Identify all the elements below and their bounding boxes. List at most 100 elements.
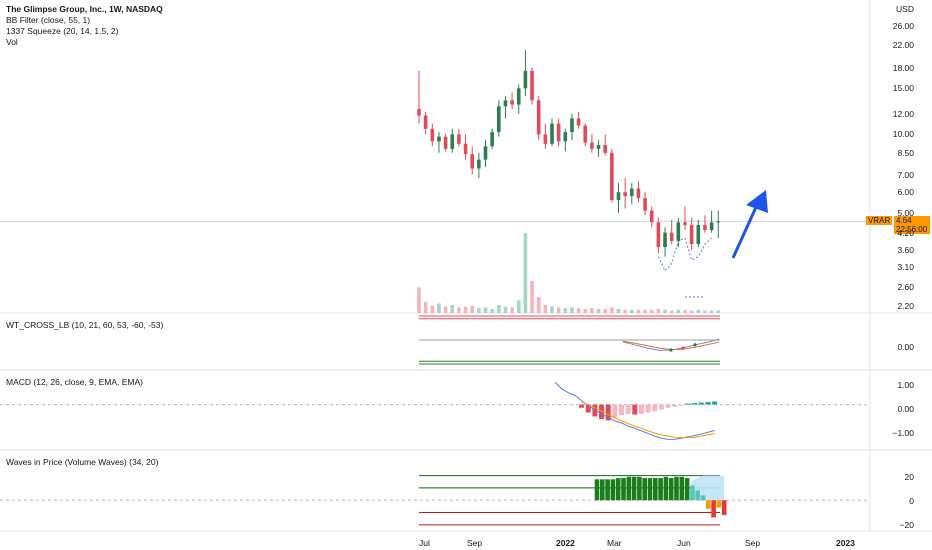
volume-bar <box>583 309 588 313</box>
candle-body <box>530 70 534 101</box>
waves-pane-label[interactable]: Waves in Price (Volume Waves) (34, 20) <box>6 457 159 467</box>
waves-bar <box>668 478 674 501</box>
macd-hist-bar <box>645 404 651 413</box>
candle-body <box>510 100 514 105</box>
macd-hist-bar <box>652 404 658 412</box>
macd-hist-bar <box>625 404 631 414</box>
waves-bar <box>621 478 626 501</box>
price-tick-label: 15.00 <box>892 83 914 94</box>
price-tick-label: 7.00 <box>897 169 914 180</box>
indicator-bb-filter[interactable]: BB Filter (close, 55, 1) <box>6 15 91 25</box>
currency-label: USD <box>896 4 914 14</box>
volume-bar <box>643 309 647 313</box>
macd-hist-bar <box>612 404 618 418</box>
waves-tick: 0 <box>909 496 914 506</box>
waves-bar <box>653 478 658 501</box>
x-tick-label: Mar <box>607 538 622 548</box>
volume-bar <box>483 307 488 313</box>
candle-body <box>523 70 528 89</box>
waves-bar <box>690 485 695 501</box>
candle-body <box>576 118 581 126</box>
last-price-tag: 4.64 <box>894 216 930 225</box>
volume-bar <box>709 310 714 313</box>
price-tick-label: 10.00 <box>892 129 914 140</box>
candle-body <box>703 224 707 231</box>
macd-hist-bar <box>685 403 691 405</box>
volume-bar <box>543 305 548 313</box>
waves-bar <box>637 476 642 501</box>
macd-hist-bar <box>599 404 605 420</box>
waves-bar <box>684 478 690 501</box>
volume-bar <box>610 307 614 313</box>
waves-bar <box>626 476 632 501</box>
macd-hist-bar <box>632 404 638 415</box>
volume-bar <box>536 297 541 313</box>
macd-hist-bar <box>698 402 704 405</box>
waves-bar <box>706 500 711 509</box>
waves-bar <box>605 479 610 501</box>
macd-hist-bar <box>658 404 664 410</box>
x-tick-label: Sep <box>467 538 483 548</box>
candle-body <box>450 134 455 149</box>
volume-bar <box>636 309 641 313</box>
volume-bar <box>563 308 568 313</box>
waves-bar <box>695 490 700 501</box>
candle-body <box>689 224 694 245</box>
macd-hist-bar <box>665 404 671 408</box>
candle-body <box>503 100 508 107</box>
candle-body <box>590 142 594 149</box>
price-tick-label: 5.00 <box>897 207 914 218</box>
candle-body <box>596 145 601 149</box>
waves-pane <box>0 475 870 526</box>
price-tick-label: 8.50 <box>897 147 914 158</box>
ticker-tag: VRAR <box>866 216 893 225</box>
candle-body <box>570 118 574 133</box>
volume-bar <box>703 310 707 313</box>
waves-bar <box>615 478 621 501</box>
price-tick-label: 2.60 <box>897 282 914 293</box>
candle-body <box>536 100 541 135</box>
candle-body <box>716 221 721 223</box>
volume-bar <box>523 233 528 313</box>
x-tick-label: 2023 <box>836 538 855 548</box>
countdown-tag: 22:56:00 <box>894 225 930 234</box>
macd-hist-bar <box>592 404 598 417</box>
volume-bar <box>457 307 461 313</box>
price-tick-label: 6.00 <box>897 187 914 198</box>
candle-body <box>630 188 634 197</box>
volume-bar <box>676 309 681 313</box>
macd-tick: −1.00 <box>892 428 914 438</box>
wt-pane-label[interactable]: WT_CROSS_LB (10, 21, 60, 53, -60, -53) <box>6 320 164 330</box>
volume-bar <box>590 308 594 313</box>
candle-body <box>463 143 468 155</box>
waves-bar <box>700 495 706 501</box>
candle-body <box>676 222 681 242</box>
volume-bar <box>603 309 607 313</box>
wt-cross-dot <box>681 346 685 350</box>
macd-hist-bar <box>672 404 678 407</box>
volume-bar <box>576 308 581 313</box>
candle-body <box>709 222 714 231</box>
volume-bar <box>430 305 435 313</box>
candle-body <box>683 222 687 225</box>
x-tick-label: Jun <box>677 538 691 548</box>
chart-title: The Glimpse Group, Inc., 1W, NASDAQ <box>6 4 163 14</box>
macd-pane-label[interactable]: MACD (12, 26, close, 9, EMA, EMA) <box>6 377 143 387</box>
indicator-volume[interactable]: Vol <box>6 37 18 47</box>
wt-cross-dot <box>669 348 673 352</box>
waves-tick: −20 <box>899 520 914 530</box>
candle-body <box>663 232 667 248</box>
trend-arrow-shaft <box>731 204 759 259</box>
volume-bar <box>550 306 554 313</box>
candle-body <box>417 109 421 116</box>
waves-bar <box>647 478 653 501</box>
indicator-squeeze[interactable]: 1337 Squeeze (20, 14, 1.5, 2) <box>6 26 119 36</box>
price-pane <box>0 50 870 313</box>
volume-bar <box>570 307 574 313</box>
candle-body <box>437 136 441 142</box>
volume-bar <box>630 309 634 313</box>
volume-bar <box>623 309 627 313</box>
waves-bar <box>642 478 647 501</box>
waves-bar <box>663 476 669 501</box>
